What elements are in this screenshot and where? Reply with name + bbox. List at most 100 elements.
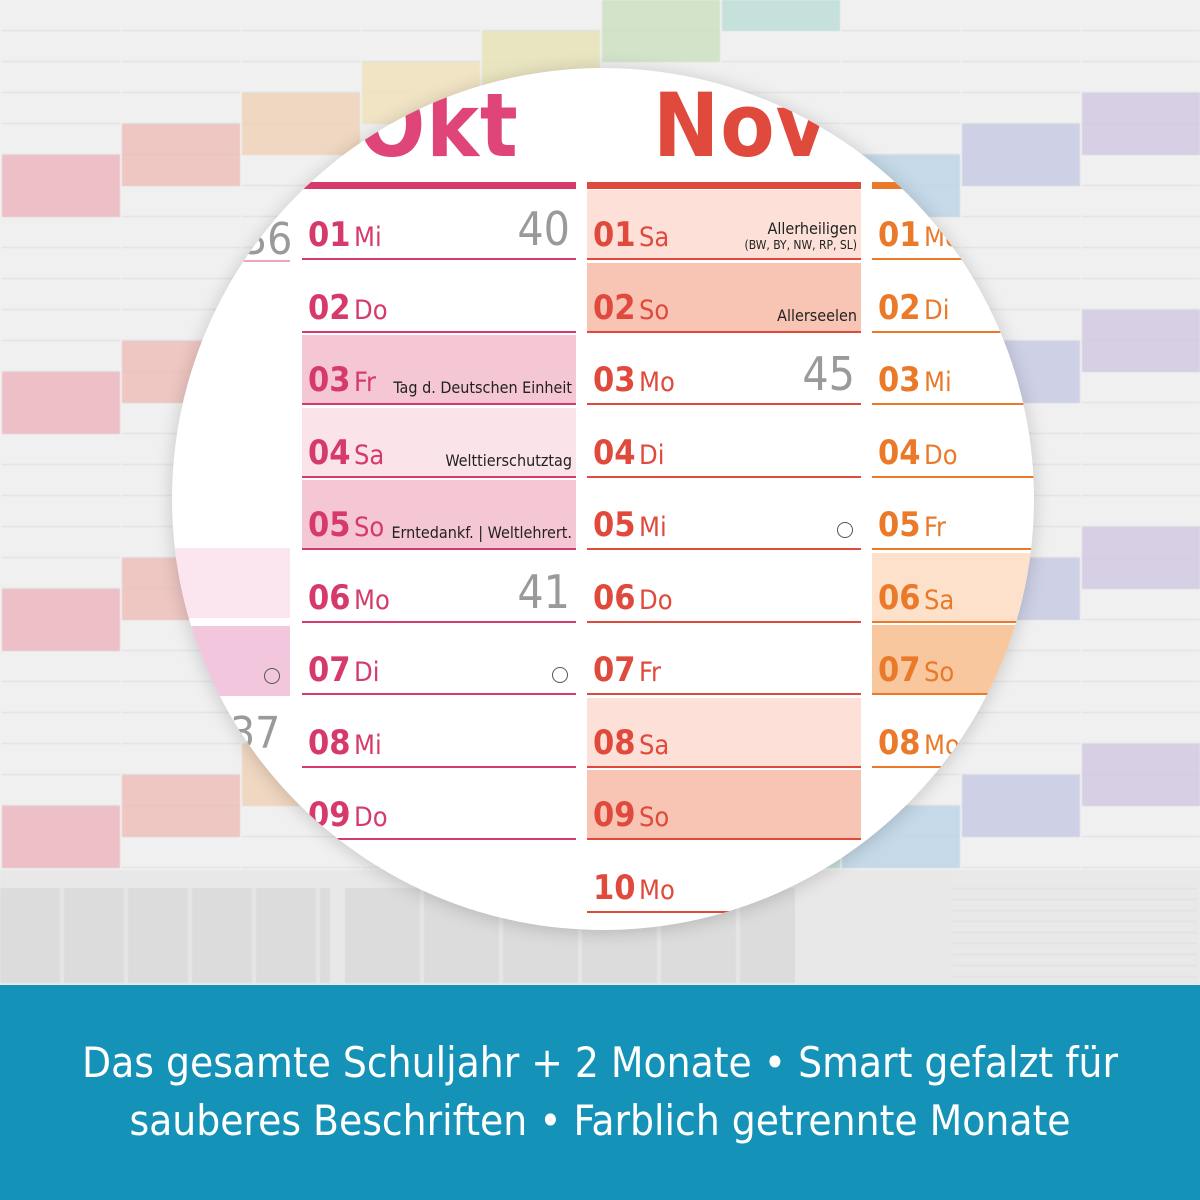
background-day-row (362, 62, 480, 93)
background-day-row (482, 31, 600, 62)
background-day-row (2, 775, 120, 806)
background-day-row (2, 62, 120, 93)
day-row: 06 Mo 41 (302, 553, 576, 623)
weekday: Sa (924, 584, 955, 616)
background-day-row (2, 496, 120, 527)
weekday: Mo (639, 367, 675, 398)
day-number: 06 (878, 577, 921, 618)
background-day-row (1082, 124, 1200, 155)
background-day-row (962, 744, 1080, 775)
background-day-row (242, 806, 360, 837)
weekday: Di (924, 294, 950, 326)
background-day-row (2, 806, 120, 837)
weekday: Mi (354, 222, 382, 253)
background-day-row (2, 341, 120, 372)
tagline-line-1: Das gesamte Schuljahr + 2 Monate • Smart… (82, 1038, 1118, 1087)
day-number: 07 (308, 650, 351, 690)
day-number: 02 (593, 287, 636, 328)
week-number: 41 (517, 564, 570, 619)
background-day-row (602, 31, 720, 62)
weekday: Fr (639, 657, 661, 688)
background-day-row (1082, 527, 1200, 558)
background-day-row (1082, 558, 1200, 589)
day-row: 05 Mi (587, 480, 861, 550)
background-day-row (122, 837, 240, 868)
day-number: 08 (308, 722, 351, 763)
day-number: 05 (593, 505, 636, 545)
holiday-note: (BW, BY, NW, RP, SL) (744, 238, 857, 252)
day-row: 01 Mi 40 (302, 190, 576, 260)
background-day-row (1082, 0, 1200, 31)
week-number: 37 (230, 708, 281, 759)
background-day-row (1082, 651, 1200, 682)
background-day-row (2, 279, 120, 310)
day-row: 06 Do (587, 553, 861, 623)
day-row: 08 Mo (872, 698, 1034, 768)
background-day-row (1082, 806, 1200, 837)
day-number: 04 (593, 432, 636, 473)
background-day-row (1082, 372, 1200, 403)
background-day-row (2, 620, 120, 651)
background-day-row (722, 62, 840, 93)
day-row: 07 Di (302, 625, 576, 695)
background-day-row (962, 93, 1080, 124)
day-number: 04 (308, 432, 351, 473)
weekday: So (639, 802, 670, 833)
day-row: 07 Fr (587, 625, 861, 695)
day-number: 01 (308, 215, 351, 255)
weekday: So (354, 512, 385, 543)
background-day-row (122, 310, 240, 341)
background-day-row (1082, 186, 1200, 217)
background-day-row (2, 558, 120, 589)
background-day-row (1082, 279, 1200, 310)
background-day-row (1082, 496, 1200, 527)
background-day-row (362, 0, 480, 31)
day-row: 09 Do (302, 770, 576, 840)
background-day-row (122, 93, 240, 124)
background-day-row (962, 31, 1080, 62)
background-day-row (722, 0, 840, 31)
weekday: Sa (354, 439, 385, 471)
background-day-row (1082, 31, 1200, 62)
month-title-nov: Nov (653, 74, 829, 177)
background-day-row (362, 31, 480, 62)
background-day-row (842, 124, 960, 155)
background-day-row (2, 403, 120, 434)
background-day-row (2, 155, 120, 186)
background-day-row (122, 279, 240, 310)
background-day-row (2, 682, 120, 713)
day-row: 05 So Erntedankf. | Weltlehrert. (302, 480, 576, 550)
background-day-row (2, 713, 120, 744)
weekday: Mi (354, 729, 382, 761)
background-day-row (1082, 62, 1200, 93)
background-day-row (962, 62, 1080, 93)
background-day-row (962, 682, 1080, 713)
full-moon-icon (837, 522, 853, 538)
background-day-row (122, 248, 240, 279)
week-number: 45 (802, 347, 855, 401)
background-day-row (2, 837, 120, 868)
background-day-row (2, 217, 120, 248)
day-number: 07 (593, 650, 636, 690)
background-day-row (962, 279, 1080, 310)
bottom-banner (0, 985, 1200, 1200)
background-day-row (1082, 775, 1200, 806)
background-day-row (122, 713, 240, 744)
week-number: 40 (517, 202, 570, 256)
day-number: 06 (593, 577, 636, 618)
background-day-row (2, 0, 120, 31)
holiday-label: Tag d. Deutschen Einheit (393, 378, 572, 397)
day-number: 03 (878, 360, 921, 400)
day-number: 05 (878, 505, 921, 545)
background-day-row (242, 93, 360, 124)
background-day-row (962, 248, 1080, 279)
month-bar-oct (302, 182, 576, 189)
weekday: Mi (924, 367, 952, 398)
month-title-oct: Okt (358, 74, 519, 177)
day-row: 01 Sa Allerheiligen (BW, BY, NW, RP, SL) (587, 190, 861, 260)
background-day-row (842, 93, 960, 124)
background-day-row (962, 217, 1080, 248)
background-day-row (602, 0, 720, 31)
background-day-row (962, 310, 1080, 341)
day-row: 08 Sa (587, 697, 861, 768)
